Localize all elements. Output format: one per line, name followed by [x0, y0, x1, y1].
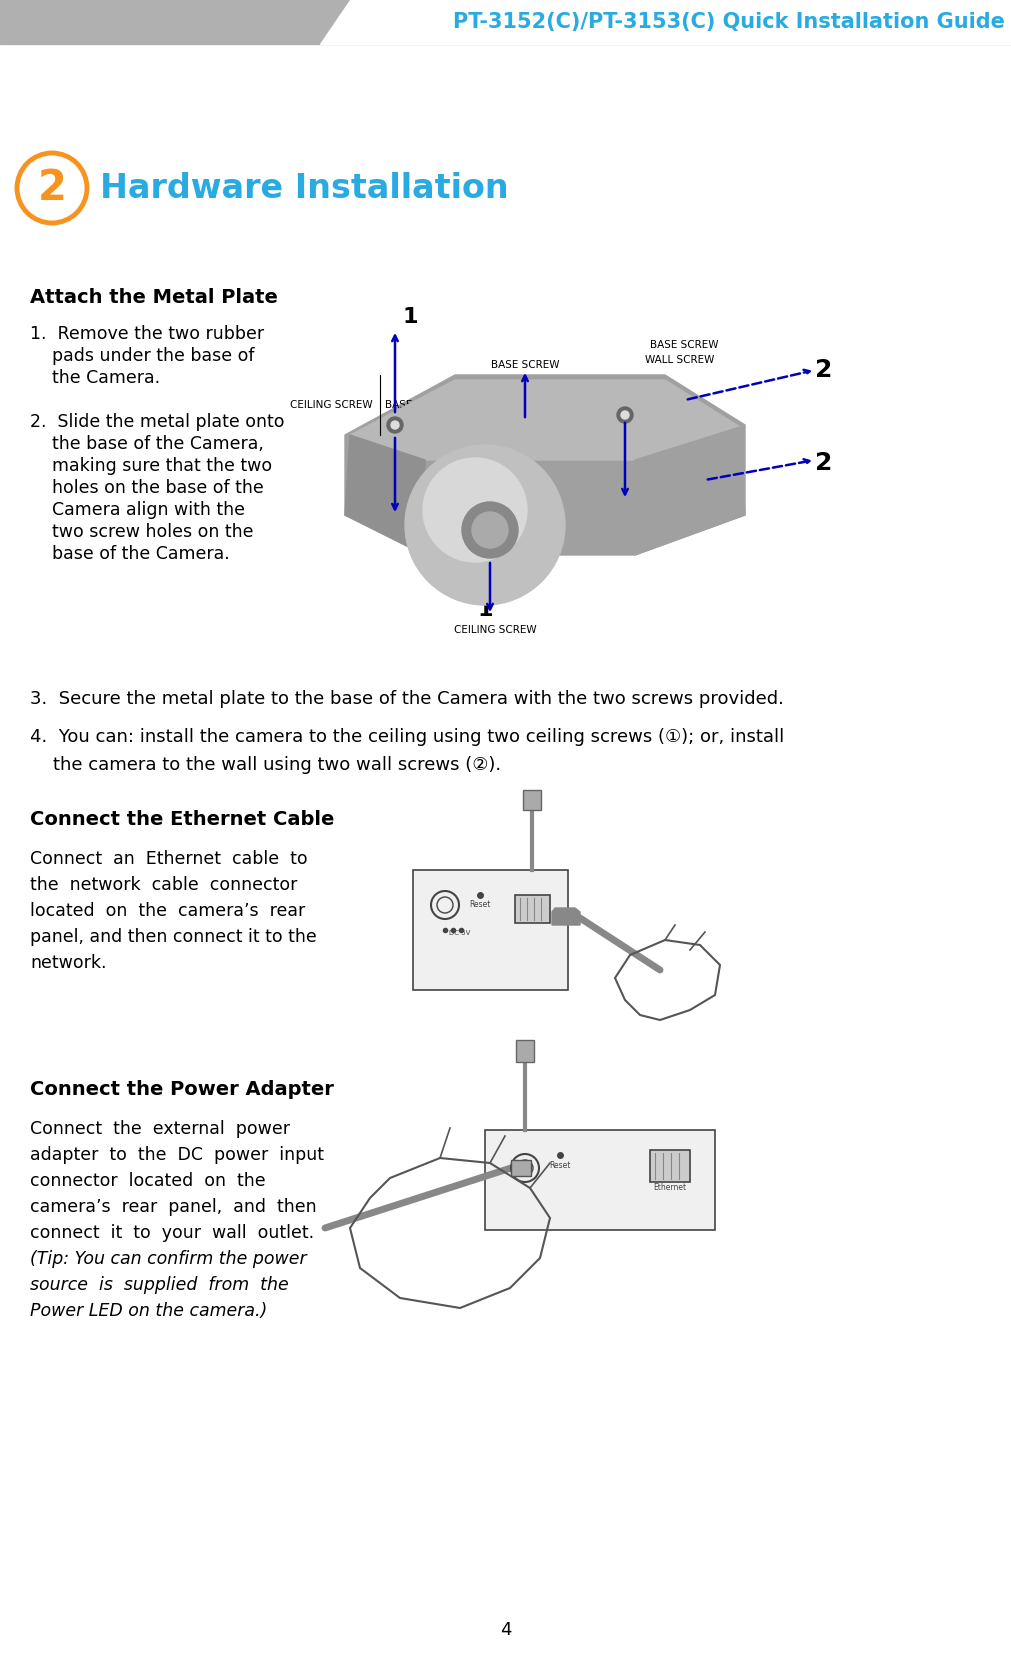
- Text: Reset: Reset: [469, 900, 490, 909]
- Text: WALL SCREW: WALL SCREW: [644, 356, 714, 366]
- Text: two screw holes on the: two screw holes on the: [30, 523, 253, 541]
- Text: located  on  the  camera’s  rear: located on the camera’s rear: [30, 902, 305, 920]
- Text: BASE SCREW: BASE SCREW: [490, 361, 559, 371]
- Text: 1.  Remove the two rubber: 1. Remove the two rubber: [30, 324, 264, 343]
- Text: 2: 2: [37, 167, 67, 209]
- Text: Connect the Power Adapter: Connect the Power Adapter: [30, 1081, 334, 1099]
- Text: Connect  an  Ethernet  cable  to: Connect an Ethernet cable to: [30, 851, 307, 867]
- Text: holes on the base of the: holes on the base of the: [30, 478, 264, 496]
- Text: connect  it  to  your  wall  outlet.: connect it to your wall outlet.: [30, 1225, 313, 1241]
- Text: DC 5V: DC 5V: [449, 930, 470, 937]
- Text: Attach the Metal Plate: Attach the Metal Plate: [30, 288, 278, 306]
- Polygon shape: [634, 427, 744, 554]
- Circle shape: [617, 407, 632, 424]
- Text: Reset: Reset: [549, 1162, 570, 1170]
- Text: 1: 1: [402, 306, 419, 328]
- Text: 4.  You can: install the camera to the ceiling using two ceiling screws (①); or,: 4. You can: install the camera to the ce…: [30, 728, 784, 746]
- Polygon shape: [350, 381, 739, 460]
- Text: CEILING SCREW: CEILING SCREW: [453, 626, 536, 636]
- Text: camera’s  rear  panel,  and  then: camera’s rear panel, and then: [30, 1198, 316, 1216]
- Bar: [523, 789, 541, 809]
- Circle shape: [462, 501, 518, 558]
- Text: CEILING SCREW: CEILING SCREW: [290, 401, 372, 410]
- Text: the Camera.: the Camera.: [30, 369, 160, 387]
- Text: panel, and then connect it to the: panel, and then connect it to the: [30, 928, 316, 947]
- Circle shape: [471, 511, 508, 548]
- Text: Ethernet: Ethernet: [653, 1183, 685, 1192]
- Bar: [412, 871, 567, 990]
- Text: base of the Camera.: base of the Camera.: [30, 544, 229, 563]
- Text: 4: 4: [499, 1620, 512, 1638]
- Text: 2: 2: [814, 452, 832, 475]
- Text: 1: 1: [477, 601, 492, 621]
- Text: Camera align with the: Camera align with the: [30, 501, 245, 520]
- Text: BASE SCREW: BASE SCREW: [649, 339, 718, 349]
- Bar: [649, 1150, 690, 1182]
- Polygon shape: [345, 435, 425, 554]
- Text: WALL SCREW: WALL SCREW: [649, 455, 719, 465]
- Text: 2: 2: [814, 357, 832, 382]
- Bar: [515, 895, 549, 923]
- Text: Connect  the  external  power: Connect the external power: [30, 1120, 290, 1139]
- Text: 3.  Secure the metal plate to the base of the Camera with the two screws provide: 3. Secure the metal plate to the base of…: [30, 690, 784, 708]
- Polygon shape: [319, 0, 1011, 45]
- Text: connector  located  on  the: connector located on the: [30, 1172, 265, 1190]
- Polygon shape: [551, 909, 579, 925]
- Text: the camera to the wall using two wall screws (②).: the camera to the wall using two wall sc…: [30, 756, 500, 775]
- Circle shape: [404, 445, 564, 606]
- Text: Connect the Ethernet Cable: Connect the Ethernet Cable: [30, 809, 334, 829]
- Bar: [516, 1039, 534, 1063]
- Text: Power LED on the camera.): Power LED on the camera.): [30, 1302, 267, 1321]
- Text: network.: network.: [30, 953, 106, 971]
- Text: adapter  to  the  DC  power  input: adapter to the DC power input: [30, 1145, 324, 1163]
- Text: 2.  Slide the metal plate onto: 2. Slide the metal plate onto: [30, 414, 284, 430]
- Polygon shape: [345, 376, 744, 554]
- Text: the base of the Camera,: the base of the Camera,: [30, 435, 264, 453]
- Text: PT-3152(C)/PT-3153(C) Quick Installation Guide: PT-3152(C)/PT-3153(C) Quick Installation…: [453, 12, 1004, 31]
- Circle shape: [423, 458, 527, 563]
- Circle shape: [390, 420, 398, 429]
- Bar: [484, 1130, 715, 1230]
- Circle shape: [621, 410, 629, 419]
- Text: (‫Tip:‬ You can confirm the power: (‫Tip:‬ You can confirm the power: [30, 1250, 306, 1268]
- Text: BASE SCREW: BASE SCREW: [384, 401, 453, 410]
- Circle shape: [386, 417, 402, 434]
- Text: the  network  cable  connector: the network cable connector: [30, 875, 297, 894]
- Text: source  is  supplied  from  the: source is supplied from the: [30, 1276, 288, 1294]
- Bar: [0, 0, 1011, 45]
- Text: Hardware Installation: Hardware Installation: [100, 172, 509, 205]
- Bar: [511, 1160, 531, 1177]
- Text: pads under the base of: pads under the base of: [30, 348, 254, 366]
- Text: making sure that the two: making sure that the two: [30, 457, 272, 475]
